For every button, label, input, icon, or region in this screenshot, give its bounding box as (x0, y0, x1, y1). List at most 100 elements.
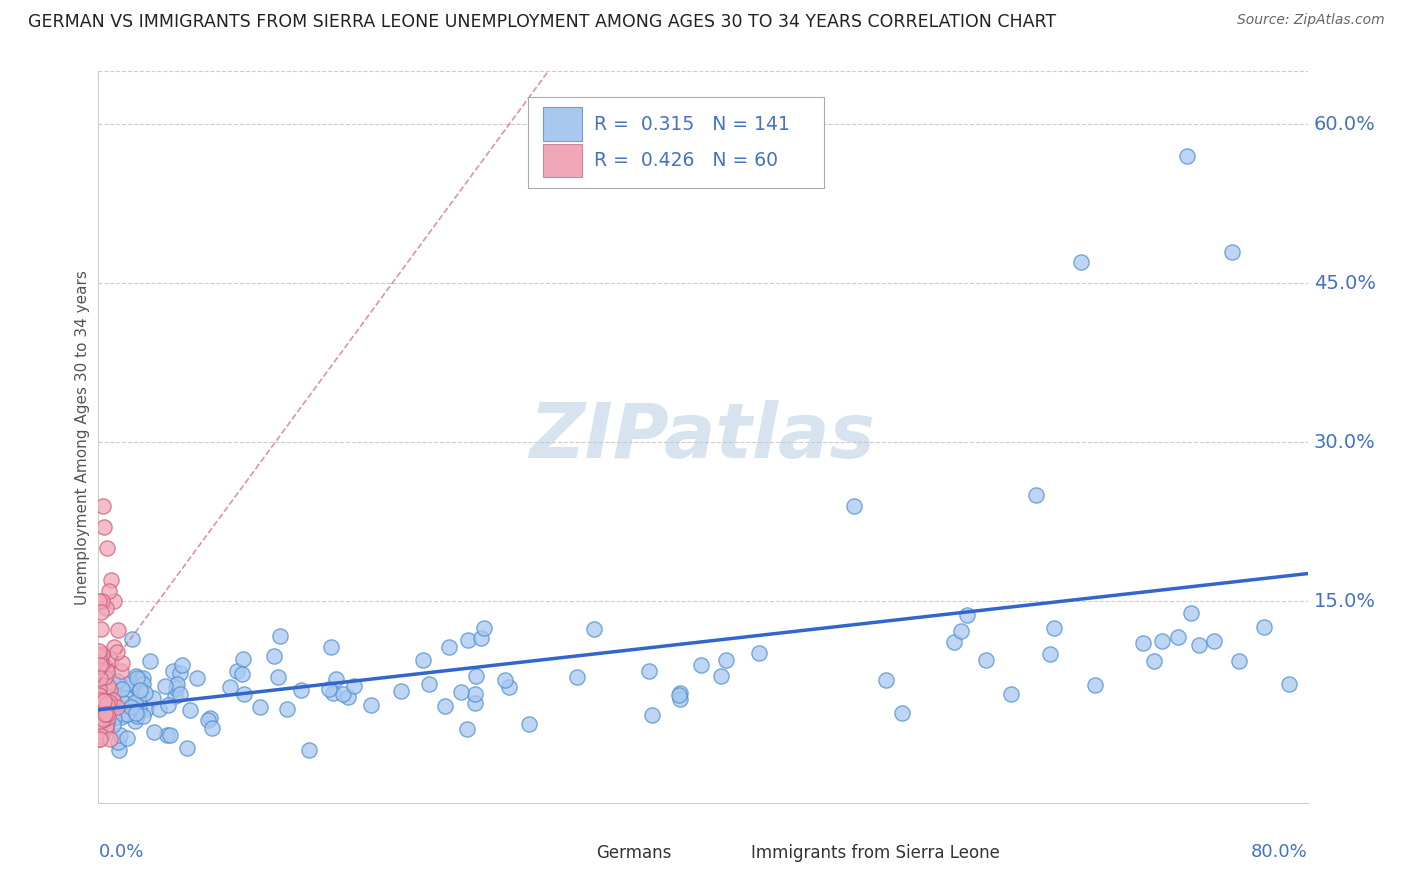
Point (110, 700, 132, 714)
Point (124, 696, 146, 710)
Point (129, 683, 152, 698)
Point (263, 648, 285, 663)
Point (108, 743, 131, 757)
Point (465, 669, 488, 683)
Point (89, 715, 111, 730)
Point (89, 681, 111, 696)
FancyBboxPatch shape (543, 107, 582, 141)
Point (298, 743, 321, 757)
Point (172, 657, 194, 672)
Point (96, 716, 118, 731)
Y-axis label: Unemployment Among Ages 30 to 34 years: Unemployment Among Ages 30 to 34 years (75, 269, 90, 605)
Point (96, 541, 118, 556)
Point (90, 659, 112, 673)
Point (89, 719, 111, 733)
Point (472, 621, 495, 635)
Point (567, 670, 589, 684)
Point (90, 594, 112, 608)
Point (90, 670, 112, 684)
Point (90, 648, 112, 663)
Point (115, 731, 138, 746)
Point (319, 640, 342, 654)
Point (89, 688, 111, 702)
Point (457, 632, 479, 647)
Point (91, 712, 114, 726)
Point (1175, 149, 1198, 163)
Point (169, 666, 191, 681)
Point (748, 646, 770, 660)
Point (434, 699, 457, 714)
Point (844, 499, 866, 513)
Point (668, 686, 690, 700)
Point (124, 714, 146, 729)
Point (232, 687, 254, 701)
Point (96, 676, 118, 690)
Point (1152, 634, 1174, 648)
Point (89, 644, 111, 658)
Point (93, 712, 115, 726)
Point (105, 699, 128, 714)
Point (176, 741, 198, 756)
Point (120, 700, 142, 714)
Point (332, 686, 354, 700)
Point (974, 652, 997, 666)
Point (124, 706, 146, 720)
Point (134, 685, 156, 699)
Point (108, 728, 131, 742)
Point (90, 691, 112, 706)
Point (101, 717, 124, 731)
FancyBboxPatch shape (561, 840, 593, 866)
Point (198, 711, 221, 725)
Point (890, 706, 912, 721)
Point (98, 583, 121, 598)
Point (1167, 631, 1189, 645)
Text: Source: ZipAtlas.com: Source: ZipAtlas.com (1237, 13, 1385, 28)
Point (582, 623, 605, 637)
Point (1253, 619, 1275, 633)
Point (637, 664, 659, 678)
Point (166, 676, 188, 690)
Point (269, 629, 291, 643)
Point (97, 679, 120, 693)
Point (90, 605, 112, 619)
Point (142, 690, 165, 705)
Point (276, 702, 298, 716)
Point (165, 681, 187, 696)
Point (91, 647, 114, 661)
Point (110, 681, 132, 696)
Point (135, 702, 157, 716)
Point (90, 701, 112, 715)
Point (470, 631, 492, 645)
Point (96, 707, 118, 722)
Point (94, 670, 117, 684)
Point (132, 709, 155, 723)
Point (714, 653, 737, 667)
Point (93, 520, 115, 534)
Point (129, 673, 152, 687)
Point (641, 707, 664, 722)
Point (89, 657, 111, 672)
Point (128, 702, 150, 716)
Point (142, 724, 165, 739)
Point (94, 660, 117, 674)
Point (1180, 606, 1202, 620)
Point (232, 652, 254, 666)
Point (97, 695, 120, 709)
Point (127, 694, 149, 708)
Point (668, 688, 690, 702)
Point (669, 692, 692, 706)
Point (93, 698, 115, 712)
Point (249, 699, 271, 714)
Point (125, 709, 148, 723)
Point (1143, 654, 1166, 668)
Point (103, 640, 125, 654)
Point (956, 607, 979, 622)
Point (91, 695, 114, 709)
Point (132, 677, 155, 691)
Point (690, 657, 713, 672)
Point (100, 573, 122, 587)
Point (103, 594, 125, 608)
Point (464, 696, 486, 710)
Point (97, 710, 120, 724)
Point (91, 726, 114, 740)
